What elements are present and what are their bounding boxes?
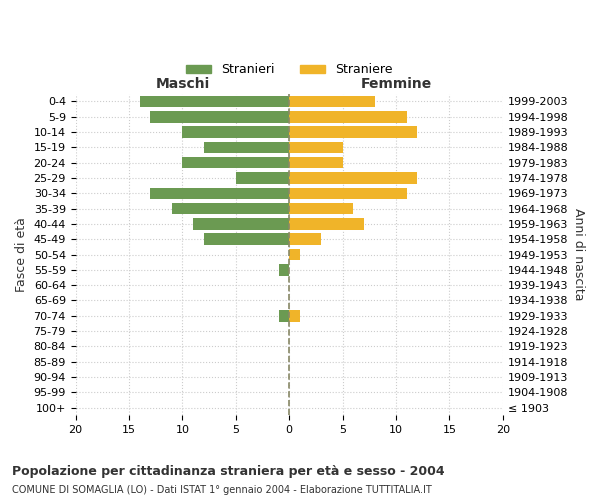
Text: Popolazione per cittadinanza straniera per età e sesso - 2004: Popolazione per cittadinanza straniera p… (12, 465, 445, 478)
Bar (289, 157, 343, 168)
Bar (289, 218, 364, 230)
Bar (289, 249, 300, 260)
Bar (289, 126, 418, 138)
Text: Femmine: Femmine (361, 76, 431, 90)
Bar (289, 310, 300, 322)
Bar (278, 264, 289, 276)
Bar (151, 188, 289, 199)
Bar (289, 234, 321, 245)
Bar (182, 126, 289, 138)
Bar (204, 142, 289, 153)
Bar (151, 111, 289, 122)
Bar (193, 218, 289, 230)
Bar (289, 111, 407, 122)
Bar (289, 172, 418, 184)
Bar (204, 234, 289, 245)
Legend: Stranieri, Straniere: Stranieri, Straniere (181, 58, 397, 82)
Bar (140, 96, 289, 107)
Y-axis label: Fasce di età: Fasce di età (15, 217, 28, 292)
Text: Maschi: Maschi (155, 76, 209, 90)
Bar (289, 96, 374, 107)
Bar (236, 172, 289, 184)
Bar (289, 142, 343, 153)
Text: COMUNE DI SOMAGLIA (LO) - Dati ISTAT 1° gennaio 2004 - Elaborazione TUTTITALIA.I: COMUNE DI SOMAGLIA (LO) - Dati ISTAT 1° … (12, 485, 432, 495)
Bar (182, 157, 289, 168)
Bar (278, 310, 289, 322)
Bar (289, 203, 353, 214)
Bar (172, 203, 289, 214)
Y-axis label: Anni di nascita: Anni di nascita (572, 208, 585, 301)
Bar (289, 188, 407, 199)
